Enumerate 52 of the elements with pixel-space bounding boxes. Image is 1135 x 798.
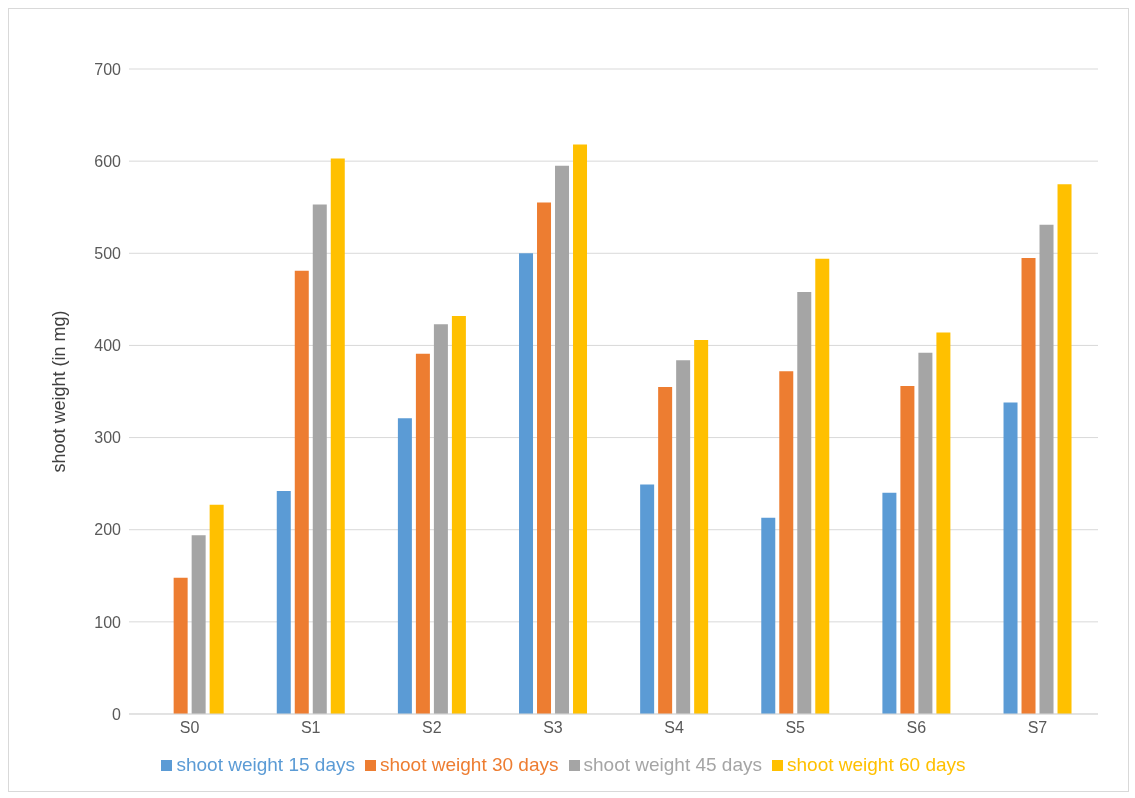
x-tick-label: S1 [300,719,321,737]
y-tick-label: 600 [94,152,122,170]
y-tick-label: 500 [94,244,122,262]
bar [173,577,188,714]
x-tick-label: S3 [543,719,563,737]
bar [815,258,830,714]
bar [797,291,812,714]
x-tick-label: S6 [906,719,927,737]
x-tick-label: S2 [422,719,442,737]
bar [433,324,448,714]
y-axis-title: shoot weight (in mg) [49,310,70,473]
x-tick-label: S4 [664,719,684,737]
bar [1057,184,1072,714]
bar [779,371,794,714]
y-tick-label: 200 [94,521,122,539]
bar [276,491,291,714]
bar [209,504,224,714]
bar [573,144,588,714]
bar [761,517,776,714]
bar [640,484,655,714]
bar [918,352,933,714]
legend-label: shoot weight 30 days [379,754,559,775]
x-tick-label: S0 [179,719,200,737]
bar [676,360,691,714]
bar [900,385,915,714]
bar [1021,257,1036,714]
y-tick-label: 0 [112,705,122,723]
bar [397,418,412,714]
bar [294,270,309,714]
y-tick-label: 700 [94,60,122,78]
bar [537,202,552,714]
legend-label: shoot weight 45 days [583,754,763,775]
bar [555,165,570,714]
bar [330,158,345,714]
bar [415,353,430,714]
bar [312,204,327,714]
legend-label: shoot weight 60 days [787,754,966,775]
bar [1003,402,1018,714]
legend-label: shoot weight 15 days [176,754,355,775]
bar [1039,224,1054,714]
bar [694,339,709,714]
x-tick-label: S5 [785,719,806,737]
bar [519,253,534,714]
bar [936,332,951,714]
y-tick-label: 400 [94,337,122,355]
y-tick-label: 100 [94,613,122,631]
y-tick-label: 300 [94,429,122,447]
bar [451,315,466,714]
bar [882,492,897,714]
bar [658,386,673,714]
x-tick-label: S7 [1027,719,1048,737]
bar [191,535,206,714]
